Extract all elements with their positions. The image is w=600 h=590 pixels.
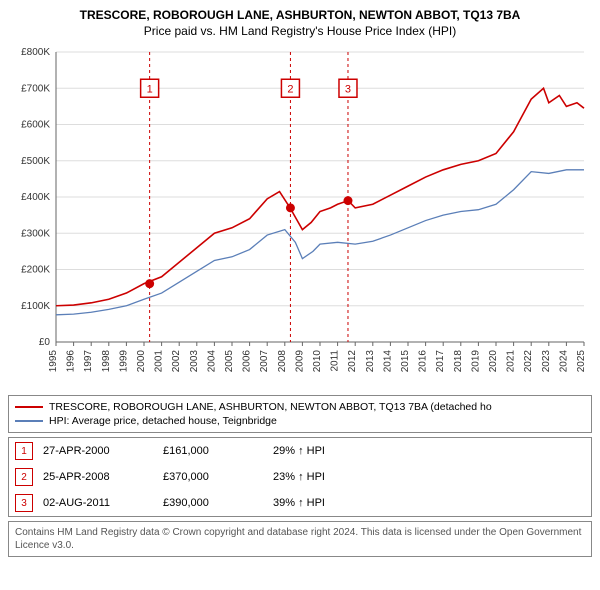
svg-text:2014: 2014: [382, 350, 393, 373]
footnote: Contains HM Land Registry data © Crown c…: [8, 521, 592, 557]
chart-subtitle: Price paid vs. HM Land Registry's House …: [8, 24, 592, 38]
svg-text:2012: 2012: [347, 350, 358, 373]
svg-text:1995: 1995: [48, 350, 59, 373]
svg-text:3: 3: [345, 83, 351, 95]
svg-text:2005: 2005: [224, 350, 235, 373]
legend-swatch: [15, 420, 43, 422]
svg-text:£300K: £300K: [21, 228, 50, 239]
svg-text:£200K: £200K: [21, 265, 50, 276]
svg-text:2004: 2004: [206, 350, 217, 373]
sale-diff: 23% ↑ HPI: [273, 471, 585, 483]
svg-text:2000: 2000: [136, 350, 147, 373]
sale-diff: 39% ↑ HPI: [273, 497, 585, 509]
svg-text:2020: 2020: [488, 350, 499, 373]
sale-row: 2 25-APR-2008 £370,000 23% ↑ HPI: [9, 464, 591, 490]
svg-text:£0: £0: [39, 337, 51, 348]
svg-text:2007: 2007: [259, 350, 270, 373]
legend-item: HPI: Average price, detached house, Teig…: [15, 414, 585, 428]
chart-container: £0 £100K £200K £300K £400K £500K £600K £700K £80…: [8, 44, 592, 389]
svg-text:£700K: £700K: [21, 83, 50, 94]
svg-text:2025: 2025: [576, 350, 587, 373]
sale-price: £370,000: [163, 471, 263, 483]
legend: TRESCORE, ROBOROUGH LANE, ASHBURTON, NEW…: [8, 395, 592, 433]
svg-text:2021: 2021: [506, 350, 517, 373]
chart-title: TRESCORE, ROBOROUGH LANE, ASHBURTON, NEW…: [8, 8, 592, 22]
svg-text:2001: 2001: [154, 350, 165, 373]
svg-text:2018: 2018: [453, 350, 464, 373]
svg-text:£500K: £500K: [21, 156, 50, 167]
sale-row: 3 02-AUG-2011 £390,000 39% ↑ HPI: [9, 490, 591, 516]
svg-text:2008: 2008: [277, 350, 288, 373]
svg-text:2009: 2009: [294, 350, 305, 373]
svg-text:£400K: £400K: [21, 192, 50, 203]
svg-text:1997: 1997: [83, 350, 94, 373]
sale-marker-icon: 3: [15, 494, 33, 512]
svg-text:2002: 2002: [171, 350, 182, 373]
svg-text:2011: 2011: [330, 350, 341, 372]
sale-diff: 29% ↑ HPI: [273, 445, 585, 457]
sale-price: £390,000: [163, 497, 263, 509]
svg-text:2013: 2013: [365, 350, 376, 373]
svg-text:2010: 2010: [312, 350, 323, 373]
svg-text:2003: 2003: [189, 350, 200, 373]
sale-marker-icon: 2: [15, 468, 33, 486]
sale-row: 1 27-APR-2000 £161,000 29% ↑ HPI: [9, 438, 591, 464]
sales-table: 1 27-APR-2000 £161,000 29% ↑ HPI 2 25-APR-200…: [8, 437, 592, 517]
sale-date: 27-APR-2000: [43, 445, 153, 457]
svg-text:£800K: £800K: [21, 47, 50, 58]
sale-price: £161,000: [163, 445, 263, 457]
svg-text:2024: 2024: [558, 350, 569, 373]
svg-text:2016: 2016: [418, 350, 429, 373]
svg-text:1: 1: [147, 83, 153, 95]
svg-text:£100K: £100K: [21, 301, 50, 312]
svg-text:1999: 1999: [118, 350, 129, 373]
svg-text:2017: 2017: [435, 350, 446, 373]
legend-label: HPI: Average price, detached house, Teig…: [49, 415, 277, 427]
svg-text:1996: 1996: [66, 350, 77, 373]
svg-text:2015: 2015: [400, 350, 411, 373]
sale-date: 25-APR-2008: [43, 471, 153, 483]
svg-text:£600K: £600K: [21, 120, 50, 131]
sale-date: 02-AUG-2011: [43, 497, 153, 509]
legend-label: TRESCORE, ROBOROUGH LANE, ASHBURTON, NEW…: [49, 401, 492, 413]
svg-text:2006: 2006: [242, 350, 253, 373]
sale-marker-icon: 1: [15, 442, 33, 460]
svg-text:2022: 2022: [523, 350, 534, 373]
price-chart: £0 £100K £200K £300K £400K £500K £600K £700K £80…: [8, 44, 592, 384]
svg-text:1998: 1998: [101, 350, 112, 373]
svg-text:2023: 2023: [541, 350, 552, 373]
svg-text:2: 2: [287, 83, 293, 95]
svg-text:2019: 2019: [470, 350, 481, 373]
legend-item: TRESCORE, ROBOROUGH LANE, ASHBURTON, NEW…: [15, 400, 585, 414]
legend-swatch: [15, 406, 43, 408]
